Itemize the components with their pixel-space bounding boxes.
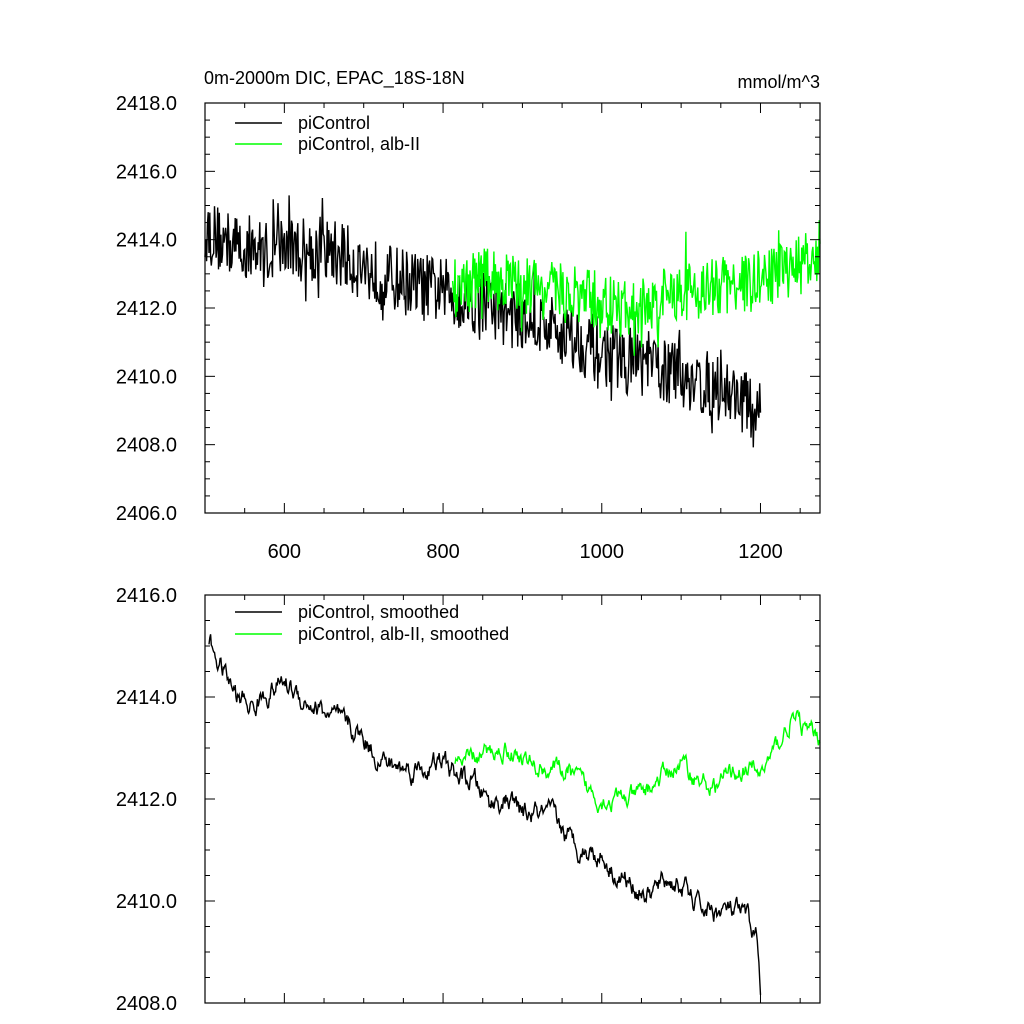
x-tick-label: 600 (268, 541, 301, 563)
panel-bottom: 2408.0 2410.0 2412.0 2414.0 2416.0 piControl… (116, 585, 821, 1015)
top-legend: piControl piControl, alb-II (235, 113, 420, 154)
y-tick-label: 2408.0 (116, 435, 177, 457)
units-label: mmol/m^3 (738, 72, 820, 92)
legend-label-alb-ii-smoothed: piControl, alb-II, smoothed (298, 624, 509, 644)
y-tick-label: 2416.0 (116, 585, 177, 607)
y-tick-label: 2410.0 (116, 366, 177, 388)
legend-label-picontrol-smoothed: piControl, smoothed (298, 602, 459, 622)
chart-title: 0m-2000m DIC, EPAC_18S-18N (204, 68, 465, 89)
bottom-axis-ticks: 2408.0 2410.0 2412.0 2414.0 2416.0 (116, 585, 820, 1015)
x-tick-label: 800 (426, 541, 459, 563)
y-tick-label: 2406.0 (116, 503, 177, 525)
series-line-alb-ii-smoothed (454, 709, 821, 813)
bottom-legend: piControl, smoothed piControl, alb-II, s… (235, 602, 509, 644)
y-tick-label: 2412.0 (116, 298, 177, 320)
series-line-alb-ii (451, 220, 821, 356)
y-tick-label: 2410.0 (116, 891, 177, 913)
series-line-picontrol (204, 195, 762, 448)
x-tick-label: 1200 (738, 541, 783, 563)
bottom-series-group (208, 634, 821, 995)
y-tick-label: 2408.0 (116, 993, 177, 1015)
y-tick-label: 2416.0 (116, 161, 177, 183)
top-axis-ticks: 600 800 1000 1200 2406.0 2408.0 2410.0 2412.0 24… (116, 93, 820, 563)
x-tick-label: 1000 (580, 541, 625, 563)
y-tick-label: 2412.0 (116, 789, 177, 811)
y-tick-label: 2418.0 (116, 93, 177, 115)
y-tick-label: 2414.0 (116, 687, 177, 709)
series-line-picontrol-smoothed (208, 634, 762, 995)
top-series-group (204, 195, 821, 448)
legend-label-alb-ii: piControl, alb-II (298, 134, 420, 154)
y-tick-label: 2414.0 (116, 230, 177, 252)
legend-label-picontrol: piControl (298, 113, 370, 133)
panel-top: 0m-2000m DIC, EPAC_18S-18N mmol/m^3 600 8… (116, 68, 821, 563)
